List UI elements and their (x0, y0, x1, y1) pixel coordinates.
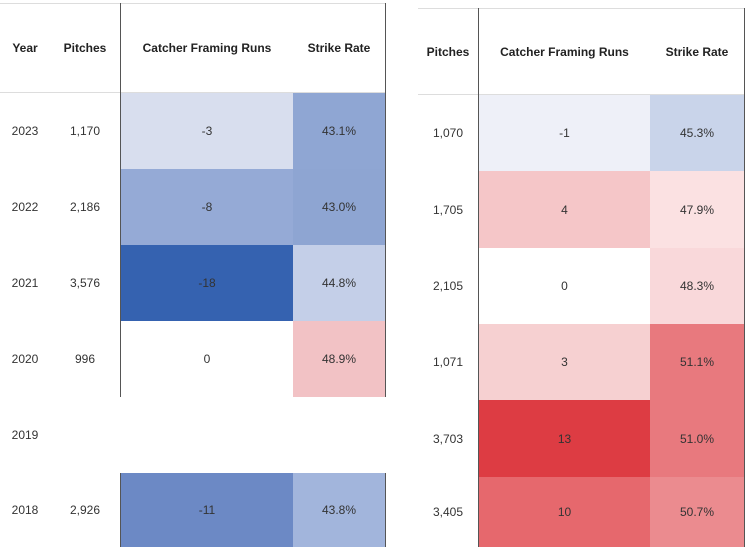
column-header: Strike Rate (650, 8, 745, 95)
strike-rate-cell: 43.0% (293, 169, 386, 245)
framing-cell: 10 (478, 477, 650, 547)
pitches-cell: 1,071 (432, 355, 464, 369)
strike-rate-cell: 48.3% (650, 248, 745, 324)
pitches-cell: 2,105 (432, 279, 464, 293)
framing-cell: -1 (478, 95, 650, 171)
strike-rate-cell: 43.1% (293, 93, 386, 169)
strike-rate-cell: 51.0% (650, 400, 745, 477)
year-cell: 2023 (11, 124, 39, 138)
strike-rate-cell: 47.9% (650, 171, 745, 248)
column-header: Year (12, 41, 38, 55)
column-header: Pitches (63, 41, 107, 55)
pitches-cell: 1,170 (69, 124, 101, 138)
strike-rate-cell: 45.3% (650, 95, 745, 171)
framing-cell: 13 (478, 400, 650, 477)
strike-rate-cell: 48.9% (293, 321, 386, 397)
pitches-cell: 3,405 (432, 505, 464, 519)
strike-rate-cell: 44.8% (293, 245, 386, 321)
framing-cell: -8 (120, 169, 293, 245)
pitches-cell: 3,576 (69, 276, 101, 290)
column-header: Strike Rate (293, 3, 386, 93)
framing-cell: 0 (120, 321, 293, 397)
pitches-cell: 3,703 (432, 431, 464, 446)
header-border (418, 8, 745, 95)
framing-cell: 0 (478, 248, 650, 324)
header-border (0, 3, 386, 93)
pitches-cell: 1,705 (432, 202, 464, 217)
pitches-cell: 1,070 (432, 126, 464, 140)
column-header: Catcher Framing Runs (120, 3, 293, 93)
pitches-cell: 2,926 (69, 503, 101, 517)
framing-cell: -18 (120, 245, 293, 321)
framing-cell: -11 (120, 473, 293, 547)
framing-cell: 3 (478, 324, 650, 400)
pitches-cell: 996 (74, 352, 96, 366)
strike-rate-cell: 43.8% (293, 473, 386, 547)
column-header: Catcher Framing Runs (478, 8, 650, 95)
year-cell: 2019 (11, 428, 39, 442)
column-header: Pitches (426, 44, 470, 59)
strike-rate-cell: 50.7% (650, 477, 745, 547)
pitches-cell: 2,186 (69, 200, 101, 214)
strike-rate-cell: 51.1% (650, 324, 745, 400)
year-cell: 2020 (11, 352, 39, 366)
year-cell: 2022 (11, 200, 39, 214)
framing-cell: -3 (120, 93, 293, 169)
year-cell: 2018 (11, 503, 39, 517)
framing-cell: 4 (478, 171, 650, 248)
year-cell: 2021 (11, 276, 39, 290)
